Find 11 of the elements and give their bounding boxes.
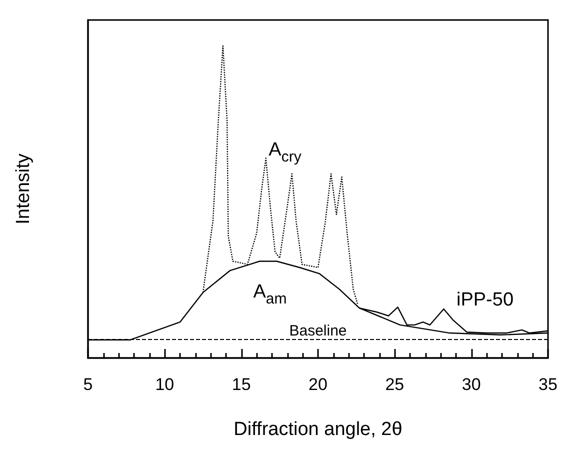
ref-line-label: Baseline bbox=[289, 322, 347, 340]
x-axis-title: Diffraction angle, 2θ bbox=[234, 419, 402, 440]
x-tick-label: 5 bbox=[83, 375, 93, 394]
x-tick-label: 10 bbox=[155, 375, 174, 394]
x-tick-label: 20 bbox=[308, 375, 328, 394]
x-tick-label: 25 bbox=[385, 375, 404, 394]
x-tick-label: 35 bbox=[538, 375, 558, 394]
y-axis-title: Intensity bbox=[13, 153, 34, 224]
x-tick-label: 30 bbox=[462, 375, 481, 394]
annotation: iPP-50 bbox=[456, 290, 514, 310]
x-tick-label: 15 bbox=[232, 375, 251, 394]
